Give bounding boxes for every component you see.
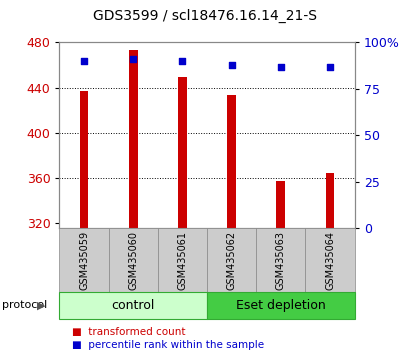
Point — [81, 58, 87, 64]
Text: ▶: ▶ — [37, 300, 45, 310]
Bar — [227, 96, 236, 228]
Text: ■  percentile rank within the sample: ■ percentile rank within the sample — [72, 340, 263, 350]
Text: GSM435064: GSM435064 — [324, 231, 334, 290]
Point — [277, 64, 283, 69]
Text: Eset depletion: Eset depletion — [236, 299, 325, 312]
Bar — [79, 91, 88, 228]
Text: GSM435061: GSM435061 — [177, 231, 187, 290]
Bar — [276, 181, 285, 228]
Bar — [325, 173, 334, 228]
Text: GSM435063: GSM435063 — [275, 231, 285, 290]
Text: GSM435059: GSM435059 — [79, 230, 89, 290]
Text: ■  transformed count: ■ transformed count — [72, 327, 185, 337]
Point — [130, 56, 136, 62]
Text: GSM435060: GSM435060 — [128, 231, 138, 290]
Text: GSM435062: GSM435062 — [226, 230, 236, 290]
Point — [228, 62, 234, 68]
Text: GDS3599 / scl18476.16.14_21-S: GDS3599 / scl18476.16.14_21-S — [93, 9, 316, 23]
Bar — [128, 50, 137, 228]
Text: protocol: protocol — [2, 300, 47, 310]
Text: control: control — [111, 299, 155, 312]
Point — [326, 64, 333, 69]
Point — [179, 58, 185, 64]
Bar — [178, 78, 187, 228]
